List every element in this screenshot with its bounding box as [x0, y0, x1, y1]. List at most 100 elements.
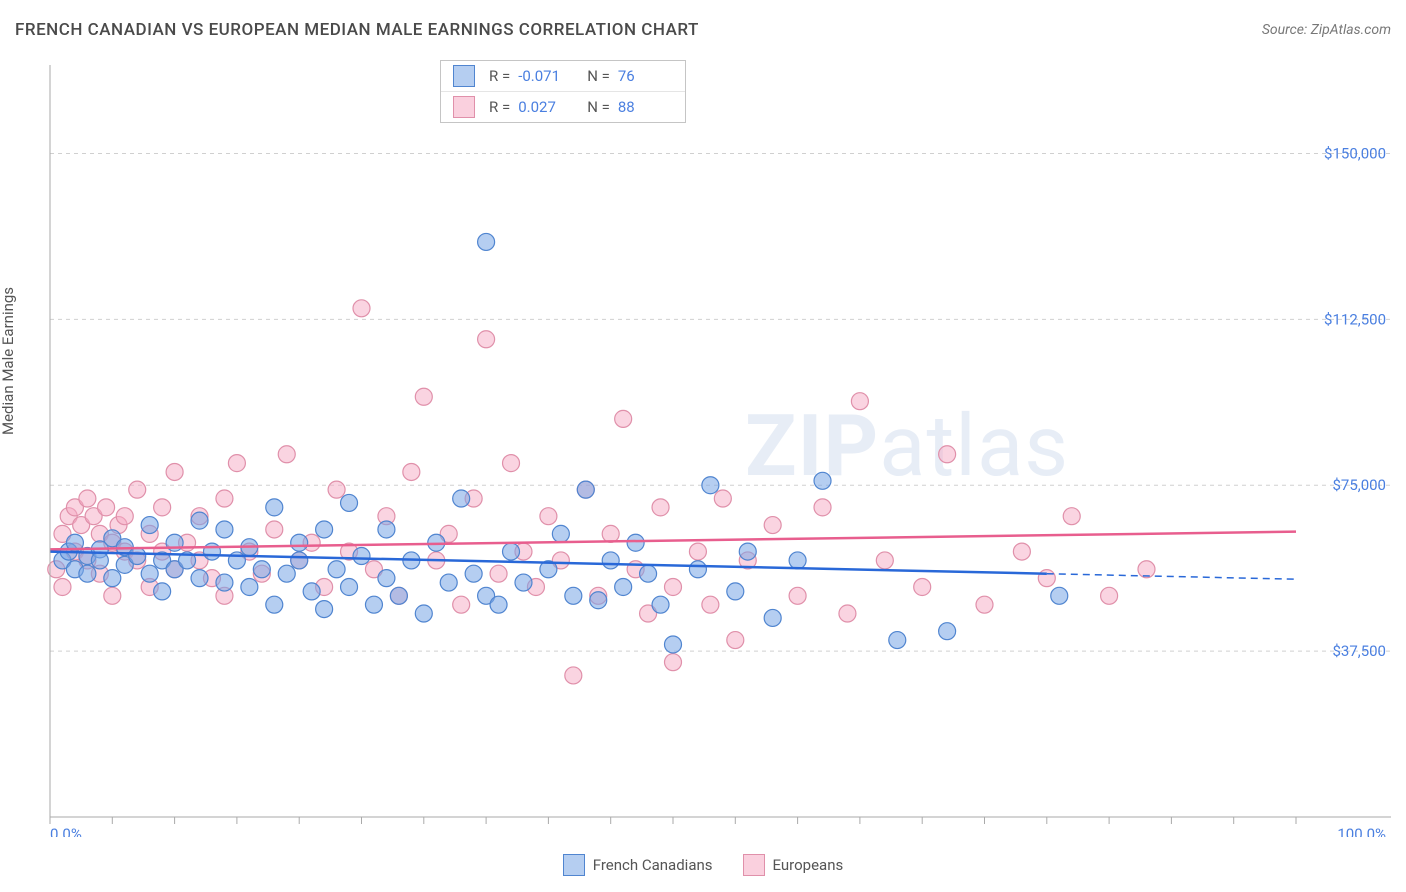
scatter-point-blue	[191, 570, 208, 587]
scatter-point-blue	[440, 574, 457, 591]
scatter-point-pink	[764, 517, 781, 534]
svg-text:$75,000: $75,000	[1332, 476, 1386, 494]
scatter-point-blue	[353, 548, 370, 565]
scatter-point-pink	[615, 410, 632, 427]
r-label: R =	[489, 67, 510, 85]
scatter-point-blue	[141, 565, 158, 582]
scatter-point-blue	[490, 596, 507, 613]
chart-title: FRENCH CANADIAN VS EUROPEAN MEDIAN MALE …	[15, 20, 699, 40]
legend-label: Europeans	[773, 856, 844, 874]
scatter-point-pink	[266, 521, 283, 538]
scatter-point-blue	[378, 521, 395, 538]
scatter-point-blue	[341, 494, 358, 511]
scatter-point-pink	[104, 587, 121, 604]
scatter-point-blue	[689, 561, 706, 578]
scatter-point-pink	[228, 455, 245, 472]
scatter-point-blue	[79, 565, 96, 582]
svg-text:$37,500: $37,500	[1332, 642, 1386, 660]
scatter-point-pink	[503, 455, 520, 472]
scatter-point-blue	[328, 561, 345, 578]
scatter-point-blue	[615, 578, 632, 595]
scatter-point-pink	[116, 508, 133, 525]
scatter-point-blue	[129, 548, 146, 565]
scatter-point-blue	[764, 609, 781, 626]
scatter-point-blue	[390, 587, 407, 604]
scatter-point-blue	[727, 583, 744, 600]
scatter-point-blue	[378, 570, 395, 587]
swatch-blue-icon	[563, 854, 585, 876]
stats-row-series1: R = -0.071 N = 76	[441, 61, 685, 91]
scatter-point-blue	[415, 605, 432, 622]
svg-text:100.0%: 100.0%	[1337, 825, 1386, 837]
legend-item-series2: Europeans	[743, 854, 844, 876]
scatter-point-blue	[565, 587, 582, 604]
svg-text:0.0%: 0.0%	[50, 825, 82, 837]
scatter-point-blue	[104, 570, 121, 587]
n-label: N =	[587, 67, 610, 85]
scatter-point-pink	[328, 481, 345, 498]
scatter-point-pink	[714, 490, 731, 507]
scatter-point-pink	[565, 667, 582, 684]
scatter-point-pink	[602, 525, 619, 542]
scatter-point-blue	[789, 552, 806, 569]
scatter-point-blue	[590, 592, 607, 609]
y-axis-label: Median Male Earnings	[0, 287, 17, 435]
scatter-point-pink	[851, 393, 868, 410]
scatter-point-pink	[914, 578, 931, 595]
scatter-point-blue	[1051, 587, 1068, 604]
scatter-point-blue	[253, 561, 270, 578]
scatter-point-blue	[602, 552, 619, 569]
scatter-point-blue	[266, 596, 283, 613]
watermark: ZIPatlas	[745, 396, 1069, 496]
scatter-point-blue	[652, 596, 669, 613]
scatter-point-pink	[540, 508, 557, 525]
chart-area: ZIPatlas $37,500$75,000$112,500$150,0000…	[45, 55, 1391, 837]
scatter-point-blue	[341, 578, 358, 595]
scatter-point-blue	[141, 517, 158, 534]
stats-legend-box: R = -0.071 N = 76 R = 0.027 N = 88	[440, 60, 686, 123]
scatter-point-pink	[403, 463, 420, 480]
bottom-legend: French Canadians Europeans	[0, 854, 1406, 876]
legend-item-series1: French Canadians	[563, 854, 713, 876]
trend-line-pink	[50, 532, 1296, 550]
scatter-point-blue	[266, 499, 283, 516]
r-label: R =	[489, 98, 510, 116]
scatter-point-pink	[154, 499, 171, 516]
scatter-point-pink	[1013, 543, 1030, 560]
scatter-point-blue	[739, 543, 756, 560]
scatter-point-blue	[702, 477, 719, 494]
scatter-point-blue	[577, 481, 594, 498]
scatter-point-blue	[203, 543, 220, 560]
n-value: 76	[618, 67, 673, 85]
scatter-point-blue	[814, 472, 831, 489]
scatter-point-blue	[316, 521, 333, 538]
scatter-point-pink	[216, 490, 233, 507]
scatter-point-pink	[1038, 570, 1055, 587]
trend-line-blue-extrapolated	[1047, 574, 1296, 580]
scatter-point-blue	[552, 525, 569, 542]
scatter-point-pink	[278, 446, 295, 463]
scatter-point-blue	[465, 565, 482, 582]
scatter-point-blue	[365, 596, 382, 613]
r-value: -0.071	[518, 67, 573, 85]
scatter-point-pink	[976, 596, 993, 613]
scatter-point-blue	[453, 490, 470, 507]
legend-label: French Canadians	[593, 856, 713, 874]
scatter-point-blue	[291, 552, 308, 569]
scatter-point-blue	[191, 512, 208, 529]
scatter-point-blue	[665, 636, 682, 653]
scatter-point-pink	[839, 605, 856, 622]
scatter-point-pink	[689, 543, 706, 560]
swatch-blue-icon	[453, 65, 475, 87]
scatter-point-blue	[640, 565, 657, 582]
scatter-point-blue	[503, 543, 520, 560]
scatter-point-pink	[652, 499, 669, 516]
stats-row-series2: R = 0.027 N = 88	[441, 91, 685, 122]
scatter-point-blue	[939, 623, 956, 640]
chart-svg: ZIPatlas $37,500$75,000$112,500$150,0000…	[45, 55, 1391, 837]
scatter-point-pink	[789, 587, 806, 604]
scatter-point-pink	[353, 300, 370, 317]
scatter-point-pink	[453, 596, 470, 613]
r-value: 0.027	[518, 98, 573, 116]
scatter-point-blue	[278, 565, 295, 582]
